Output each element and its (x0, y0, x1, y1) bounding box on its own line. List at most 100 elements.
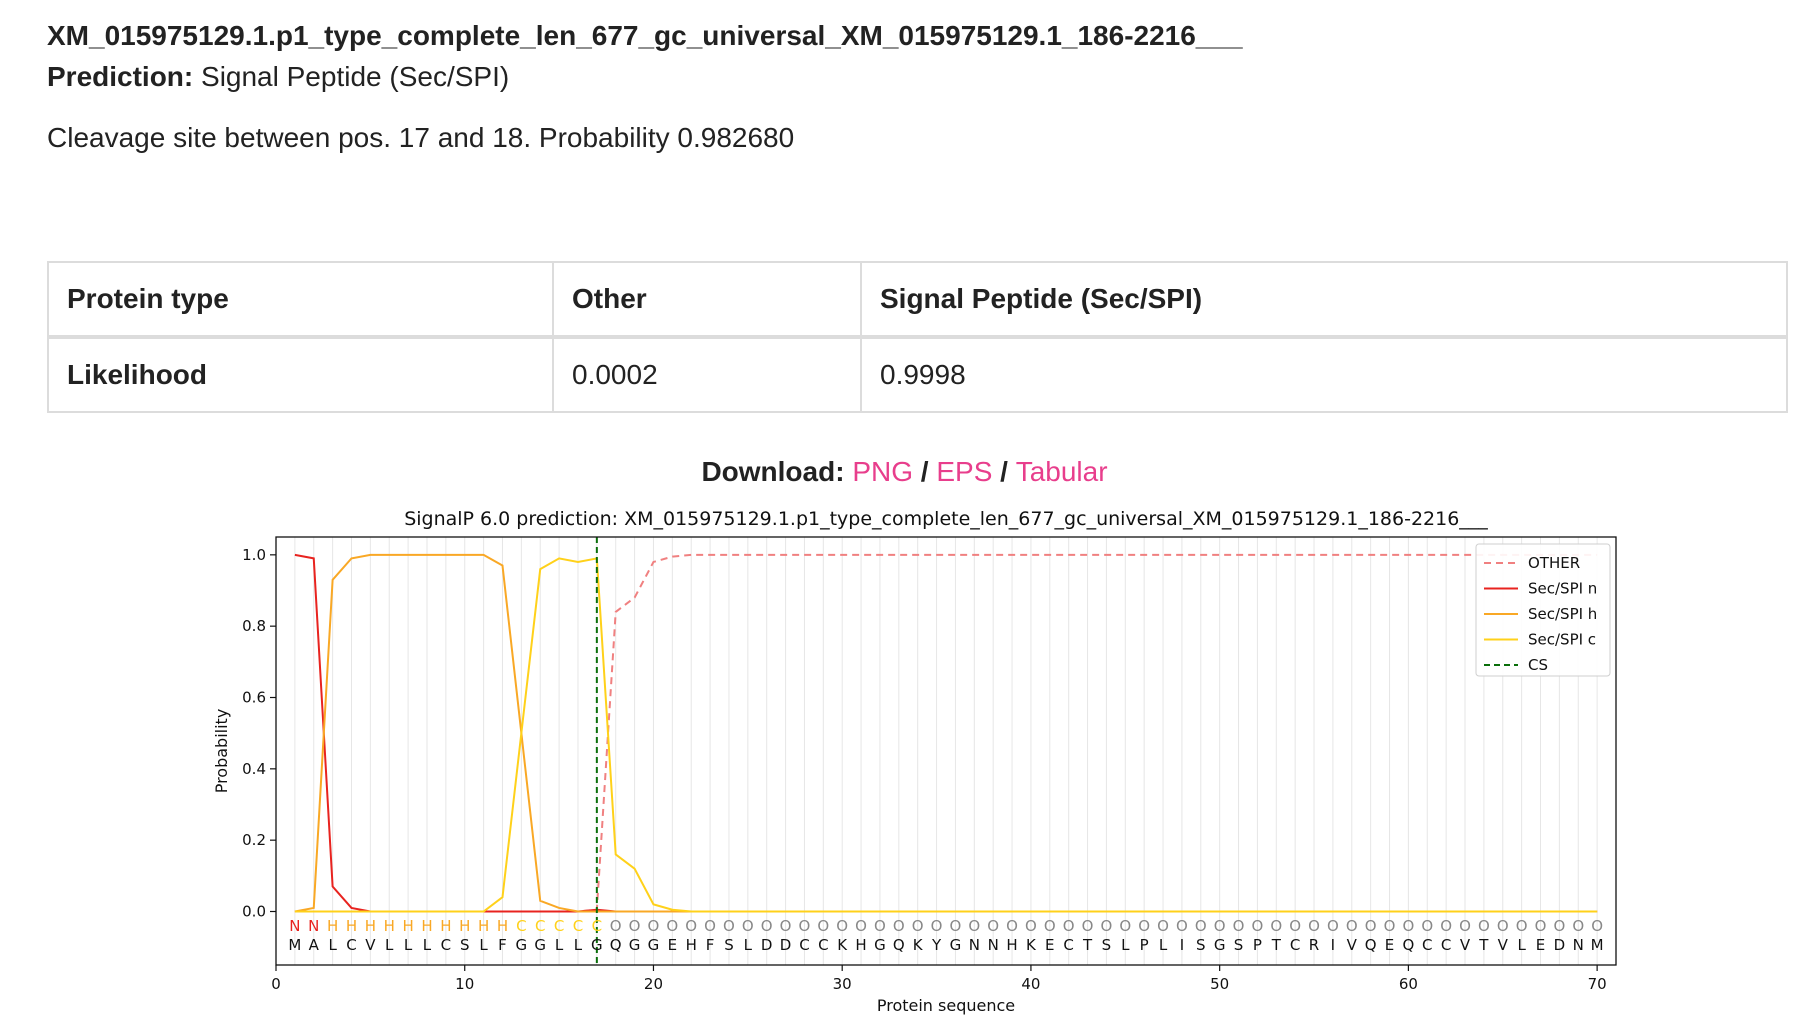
separator: / (1000, 456, 1008, 487)
residue-label: O (855, 917, 867, 935)
legend-box (1475, 543, 1611, 677)
residue-letter: G (874, 936, 886, 954)
table-cell: Signal Peptide (Sec/SPI) (860, 261, 1788, 339)
residue-letter: S (724, 936, 734, 954)
residue-label: O (1572, 917, 1584, 935)
residue-label: O (987, 917, 999, 935)
residue-letter: F (498, 936, 507, 954)
residue-label: O (817, 917, 829, 935)
residue-letter: V (1498, 936, 1509, 954)
prediction-line: Prediction: Signal Peptide (Sec/SPI) (47, 61, 509, 93)
residue-label: O (1478, 917, 1490, 935)
residue-letter: G (516, 936, 528, 954)
residue-label: O (1289, 917, 1301, 935)
table-cell: Other (552, 261, 862, 339)
residue-label: H (384, 917, 395, 935)
residue-label: O (1082, 917, 1094, 935)
residue-letter: S (460, 936, 470, 954)
residue-letter: H (855, 936, 866, 954)
download-png-link[interactable]: PNG (852, 456, 913, 487)
residue-letter: L (404, 936, 413, 954)
residue-letter: T (1478, 936, 1489, 954)
residue-label: O (799, 917, 811, 935)
residue-label: H (327, 917, 338, 935)
residue-letter: C (799, 936, 809, 954)
residue-letter: E (1045, 936, 1054, 954)
residue-letter: C (1290, 936, 1300, 954)
residue-letter: I (1331, 936, 1335, 954)
residue-letter: D (1554, 936, 1566, 954)
residue-label: O (1384, 917, 1396, 935)
download-label: Download: (701, 456, 845, 487)
residue-letter: Q (610, 936, 622, 954)
x-tick-label: 30 (833, 975, 852, 993)
download-tabular-link[interactable]: Tabular (1015, 456, 1108, 487)
residue-label: O (1308, 917, 1320, 935)
y-tick-label: 1.0 (242, 546, 266, 564)
residue-letter: Q (1365, 936, 1377, 954)
residue-letter: L (1159, 936, 1168, 954)
residue-label: N (308, 917, 319, 935)
residue-label: C (592, 917, 602, 935)
residue-label: H (478, 917, 489, 935)
residue-label: C (535, 917, 545, 935)
table-row: Protein type Other Signal Peptide (Sec/S… (47, 261, 1788, 339)
table-cell: 0.9998 (860, 336, 1788, 413)
residue-letter: K (913, 936, 924, 954)
residue-letter: N (988, 936, 999, 954)
download-eps-link[interactable]: EPS (936, 456, 993, 487)
legend-label: OTHER (1528, 554, 1580, 572)
residue-label: O (629, 917, 641, 935)
download-bar: Download: PNG / EPS / Tabular (0, 456, 1809, 488)
residue-label: O (1270, 917, 1282, 935)
residue-letter: N (1573, 936, 1584, 954)
x-tick-label: 40 (1021, 975, 1040, 993)
residue-letter: E (1385, 936, 1394, 954)
residue-label: O (836, 917, 848, 935)
residue-letter: T (1271, 936, 1282, 954)
residue-letter: G (629, 936, 641, 954)
residue-label: O (1327, 917, 1339, 935)
residue-label: O (1233, 917, 1245, 935)
residue-label: O (1119, 917, 1131, 935)
residue-label: O (1044, 917, 1056, 935)
residue-letter: E (1536, 936, 1545, 954)
residue-label: O (610, 917, 622, 935)
residue-letter: G (534, 936, 546, 954)
y-axis-label: Probability (212, 709, 231, 794)
y-tick-label: 0.4 (242, 760, 266, 778)
residue-letter: G (591, 936, 603, 954)
residue-letter: H (686, 936, 697, 954)
table-cell: 0.0002 (552, 336, 862, 413)
residue-label: O (968, 917, 980, 935)
residue-letter: V (365, 936, 376, 954)
legend-label: Sec/SPI n (1528, 580, 1597, 598)
residue-label: O (1421, 917, 1433, 935)
residue-label: O (1346, 917, 1358, 935)
residue-label: O (704, 917, 716, 935)
residue-letter: L (555, 936, 564, 954)
residue-letter: V (1460, 936, 1471, 954)
residue-letter: L (328, 936, 337, 954)
residue-letter: L (574, 936, 583, 954)
residue-label: H (497, 917, 508, 935)
residue-label: O (685, 917, 697, 935)
residue-label: O (1006, 917, 1018, 935)
residue-letter: T (1082, 936, 1093, 954)
residue-letter: L (479, 936, 488, 954)
signalp-prediction-chart: SignalP 6.0 prediction: XM_015975129.1.p… (212, 508, 1617, 1015)
residue-label: H (402, 917, 413, 935)
y-tick-label: 0.2 (242, 831, 266, 849)
table-row: Likelihood 0.0002 0.9998 (47, 336, 1788, 413)
legend-label: Sec/SPI h (1528, 605, 1597, 623)
residue-letter: C (346, 936, 356, 954)
residue-letter: M (288, 936, 301, 954)
residue-label: O (1402, 917, 1414, 935)
x-tick-label: 20 (644, 975, 663, 993)
residue-letter: V (1347, 936, 1358, 954)
residue-label: H (365, 917, 376, 935)
residue-label: O (1497, 917, 1509, 935)
residue-label: O (1516, 917, 1528, 935)
residue-label: C (573, 917, 583, 935)
residue-letter: C (818, 936, 828, 954)
